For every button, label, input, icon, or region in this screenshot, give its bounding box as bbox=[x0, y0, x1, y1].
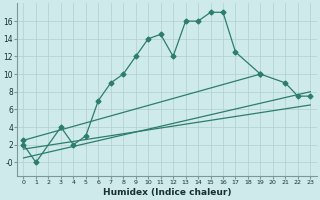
X-axis label: Humidex (Indice chaleur): Humidex (Indice chaleur) bbox=[103, 188, 231, 197]
